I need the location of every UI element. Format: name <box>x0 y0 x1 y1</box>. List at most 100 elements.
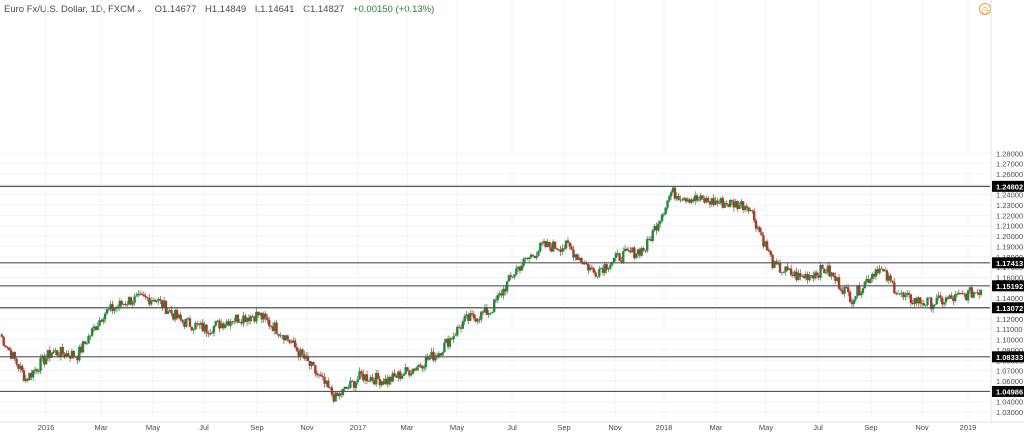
chart-header: Euro Fx/U.S. Dollar, 1D, FXCM⌄ O1.14677 … <box>4 4 440 18</box>
candle-body <box>382 381 385 385</box>
candle-body <box>793 271 796 276</box>
candle-body <box>631 247 634 253</box>
candle-body <box>441 352 444 356</box>
candle-body <box>933 304 937 306</box>
y-tick-label: 1.26000 <box>996 170 1023 179</box>
candle-body <box>953 294 957 302</box>
candle-body <box>369 377 372 381</box>
candle-body <box>8 347 11 351</box>
candle-body <box>122 303 125 305</box>
candle-body <box>795 271 798 281</box>
chevron-down-icon[interactable]: ⌄ <box>135 5 143 14</box>
candle-body <box>310 361 313 366</box>
candle-body <box>891 280 894 283</box>
candle-body <box>553 241 557 249</box>
candle-body <box>758 227 761 233</box>
candle-body <box>380 381 383 386</box>
candle-body <box>848 292 852 303</box>
candle-body <box>824 272 828 274</box>
candle-body <box>647 238 651 240</box>
candle-body <box>168 310 171 312</box>
candle-body <box>83 341 87 344</box>
candle-body <box>730 200 734 202</box>
candle-body <box>555 248 559 250</box>
candle-body <box>588 267 592 271</box>
candle-body <box>939 295 942 298</box>
candle-body <box>371 377 374 381</box>
candle-body <box>11 351 15 359</box>
candle-body <box>295 347 299 351</box>
candle-body <box>351 380 354 382</box>
candle-body <box>769 251 772 255</box>
candle-body <box>832 272 835 276</box>
candle-body <box>356 379 359 383</box>
candle-body <box>871 274 874 280</box>
candle-body <box>741 201 745 210</box>
candle-body <box>402 373 406 376</box>
symbol-title[interactable]: Euro Fx/U.S. Dollar, 1D, FXCM⌄ <box>4 4 143 18</box>
candle-body <box>363 374 367 381</box>
candle-body <box>773 261 776 268</box>
level-price-tag <box>992 302 1024 314</box>
candle-body <box>386 378 389 385</box>
candle-body <box>185 319 188 327</box>
candle-body <box>537 251 540 256</box>
candle-body <box>172 313 175 320</box>
y-tick-label: 1.28000 <box>996 149 1023 158</box>
candle-body <box>498 293 501 296</box>
high-value: H1.14849 <box>205 4 247 15</box>
candle-body <box>607 268 610 270</box>
candle-body <box>231 321 234 323</box>
candle-body <box>469 313 472 321</box>
candle-body <box>6 347 9 348</box>
candle-body <box>467 314 470 321</box>
candle-body <box>439 353 442 356</box>
level-price-tag <box>992 180 1024 192</box>
candle-body <box>686 199 690 202</box>
candle-body <box>627 250 630 251</box>
candle-body <box>492 299 496 312</box>
candle-body <box>904 295 907 298</box>
candle-body <box>692 199 695 202</box>
candle-body <box>264 313 267 318</box>
candle-body <box>81 341 85 353</box>
candle-body <box>448 338 452 347</box>
candle-body <box>623 248 627 252</box>
x-tick-label: 2016 <box>38 423 55 432</box>
candle-body <box>670 192 673 197</box>
y-tick-label: 1.04000 <box>996 398 1023 407</box>
candle-body <box>232 321 236 323</box>
candle-body <box>948 295 951 299</box>
candle-body <box>13 351 16 359</box>
candle-body <box>587 264 590 271</box>
level-price-tag <box>992 257 1024 269</box>
candle-body <box>551 241 555 252</box>
candle-body <box>288 339 291 343</box>
candle-body <box>636 249 640 254</box>
candle-body <box>972 292 975 298</box>
candle-body <box>677 195 680 200</box>
candle-body <box>238 321 241 323</box>
candle-body <box>496 295 500 301</box>
candle-body <box>974 292 977 294</box>
candle-body <box>926 297 929 305</box>
candle-body <box>266 317 269 321</box>
candle-body <box>784 266 787 273</box>
candle-body <box>528 257 531 260</box>
candle-body <box>599 268 603 270</box>
candle-body <box>33 369 37 371</box>
candle-body <box>979 289 983 295</box>
candle-body <box>251 316 254 317</box>
candle-body <box>52 351 55 353</box>
level-price-tag <box>992 385 1024 397</box>
candle-body <box>393 373 396 377</box>
candle-body <box>706 197 710 202</box>
candle-body <box>424 357 428 367</box>
candle-body <box>664 207 667 215</box>
candle-body <box>847 287 850 293</box>
candle-body <box>365 374 369 382</box>
candle-body <box>745 205 749 208</box>
candle-body <box>598 269 601 277</box>
candle-body <box>273 322 276 332</box>
